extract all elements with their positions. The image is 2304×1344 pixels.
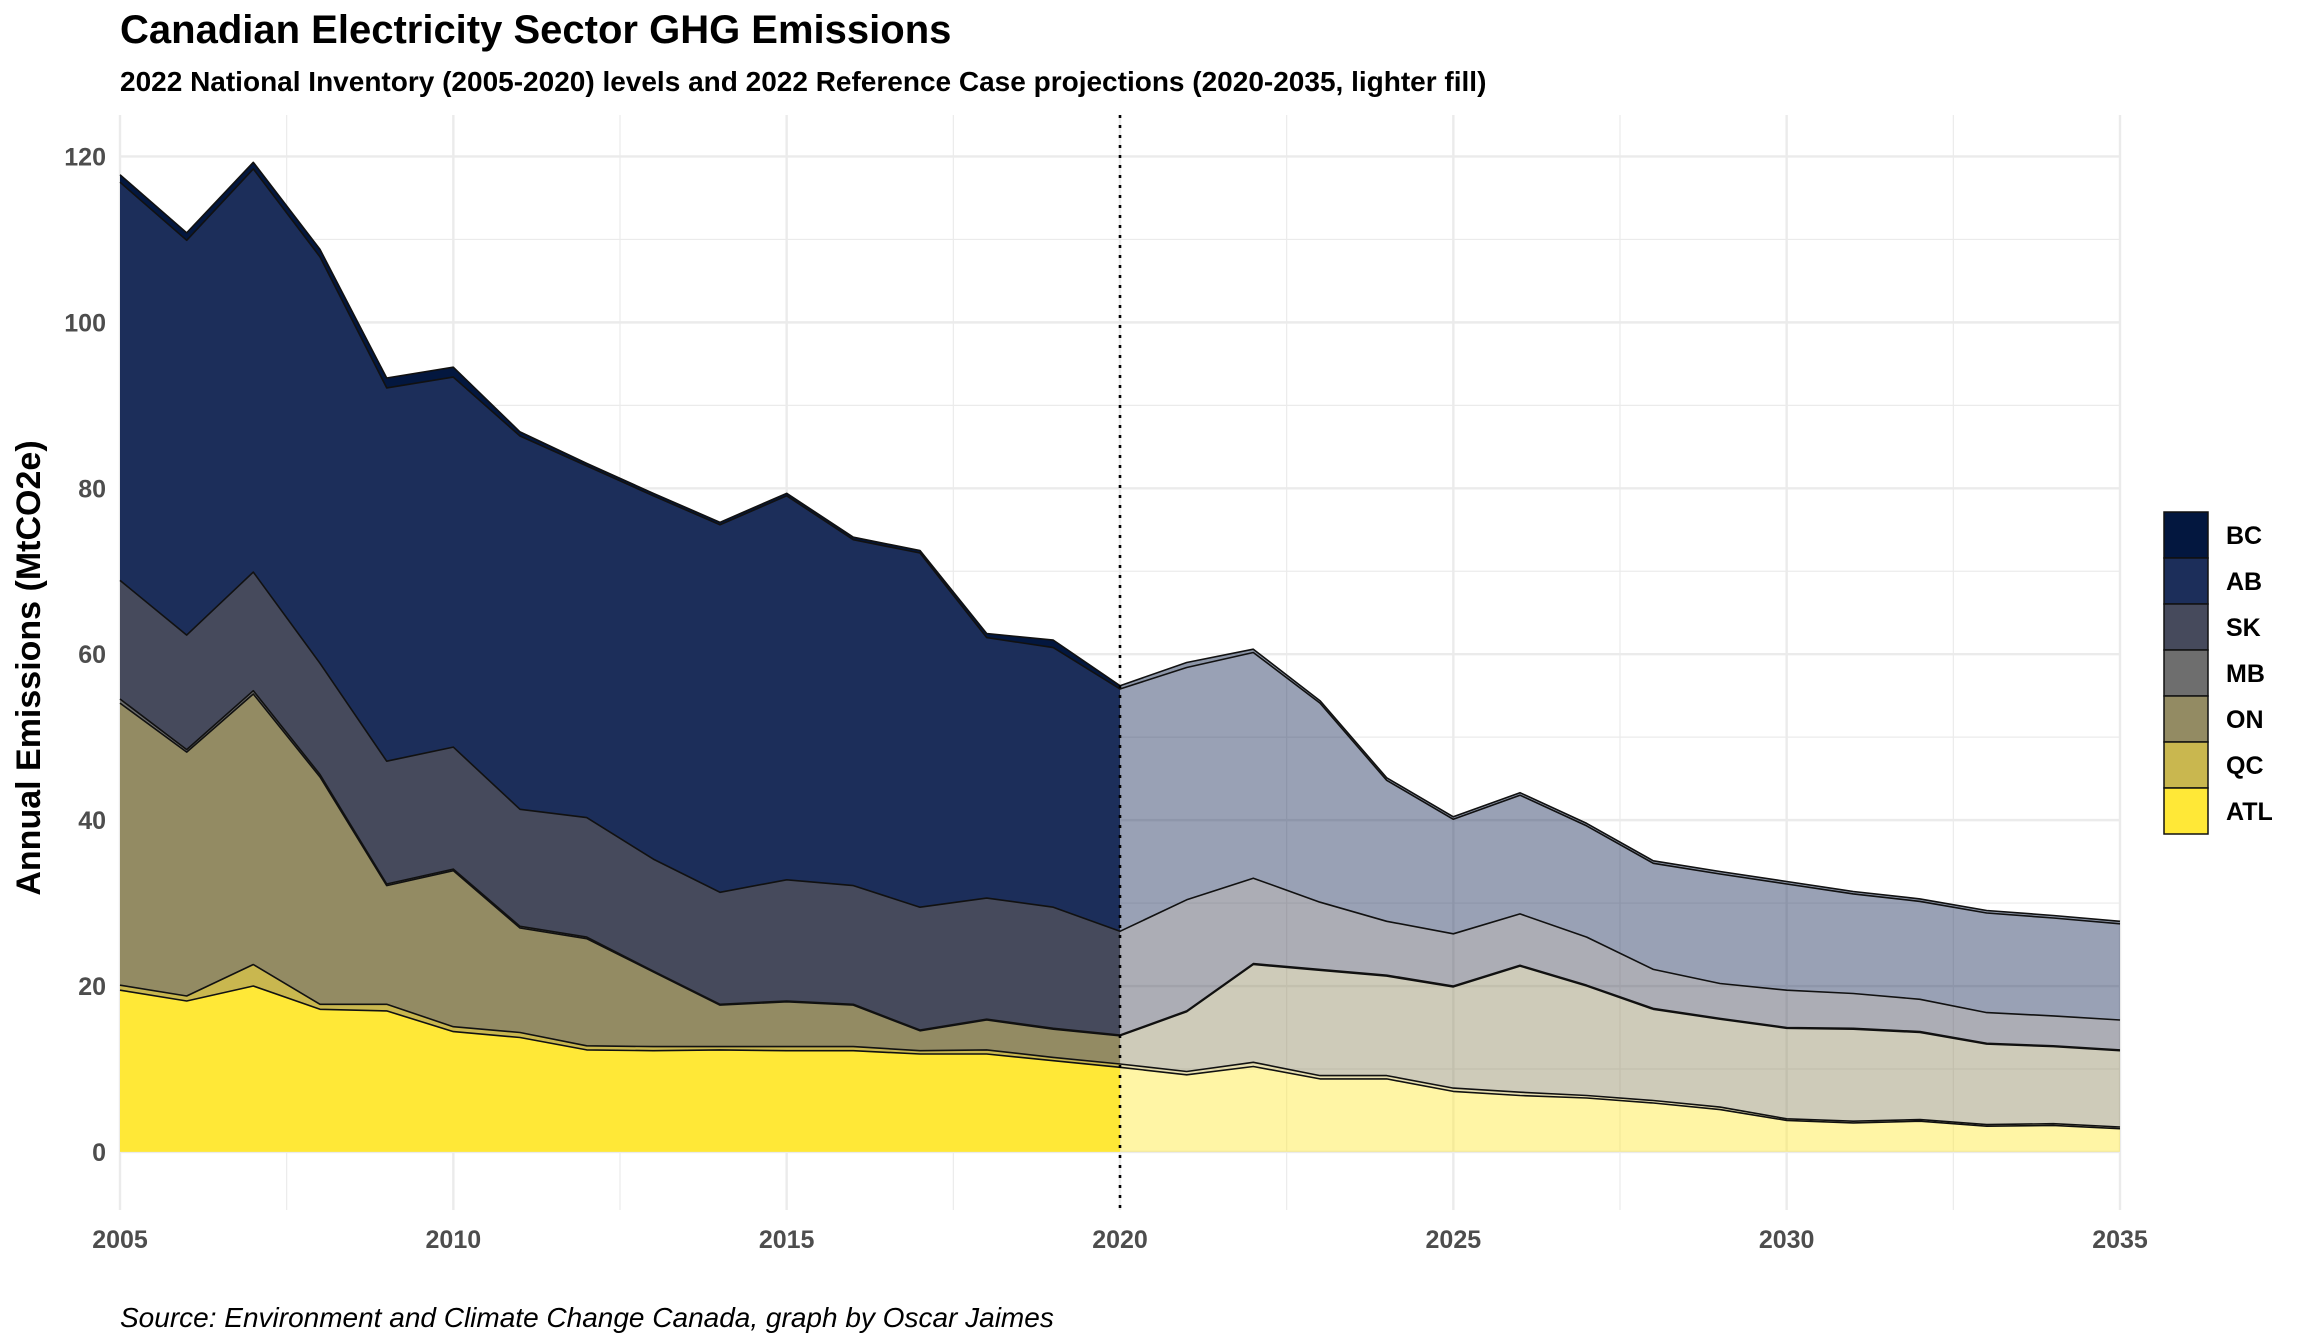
y-tick-label: 60 [78, 641, 106, 669]
legend-swatch-atl [2163, 787, 2209, 835]
legend-label-on: ON [2226, 706, 2264, 734]
y-tick-label: 0 [92, 1139, 106, 1167]
legend-swatch-mb [2163, 649, 2209, 697]
chart-title: Canadian Electricity Sector GHG Emission… [120, 8, 952, 52]
legend-label-qc: QC [2226, 752, 2264, 780]
legend: BC AB SK MB ON QC ATL [2163, 511, 2273, 835]
x-axis-ticks: 2005 2010 2015 2020 2025 2030 2035 [92, 1226, 2148, 1254]
legend-label-mb: MB [2226, 660, 2265, 688]
source-caption: Source: Environment and Climate Change C… [120, 1302, 1054, 1333]
x-tick-label: 2030 [1759, 1226, 1815, 1254]
area-edge-sk [119, 571, 2121, 1021]
legend-label-bc: BC [2226, 522, 2262, 550]
y-tick-label: 20 [78, 973, 106, 1001]
area-ab-historical [120, 168, 1120, 932]
legend-swatch-sk [2163, 603, 2209, 651]
area-atl-historical [120, 986, 1120, 1152]
legend-label-atl: ATL [2226, 798, 2273, 826]
x-tick-label: 2025 [1426, 1226, 1482, 1254]
x-tick-label: 2035 [2092, 1226, 2148, 1254]
area-edge-ab [119, 168, 2121, 925]
area-on-projection [1120, 964, 2120, 1127]
y-tick-label: 40 [78, 807, 106, 835]
y-tick-label: 120 [64, 143, 106, 171]
y-axis-label: Annual Emissions (MtCO2e) [10, 440, 48, 895]
area-atl-projection [1120, 1066, 2120, 1152]
area-sk-historical [120, 572, 1120, 1035]
legend-swatch-on [2163, 695, 2209, 743]
x-tick-label: 2005 [92, 1226, 148, 1254]
x-tick-label: 2015 [759, 1226, 815, 1254]
legend-swatch-ab [2163, 557, 2209, 605]
legend-swatch-qc [2163, 741, 2209, 789]
y-axis-ticks: 0 20 40 60 80 100 120 [64, 143, 106, 1166]
stacked-areas [119, 161, 2121, 1152]
legend-label-sk: SK [2226, 614, 2261, 642]
area-ab-projection [1120, 652, 2120, 1020]
legend-swatch-bc [2163, 511, 2209, 559]
x-tick-label: 2010 [426, 1226, 482, 1254]
chart-subtitle: 2022 National Inventory (2005-2020) leve… [120, 66, 1487, 97]
x-tick-label: 2020 [1092, 1226, 1148, 1254]
y-tick-label: 80 [78, 475, 106, 503]
area-edge-qc [119, 963, 2121, 1128]
area-on-historical [120, 694, 1120, 1064]
legend-label-ab: AB [2226, 568, 2262, 596]
area-sk-projection [1120, 878, 2120, 1050]
y-tick-label: 100 [64, 309, 106, 337]
